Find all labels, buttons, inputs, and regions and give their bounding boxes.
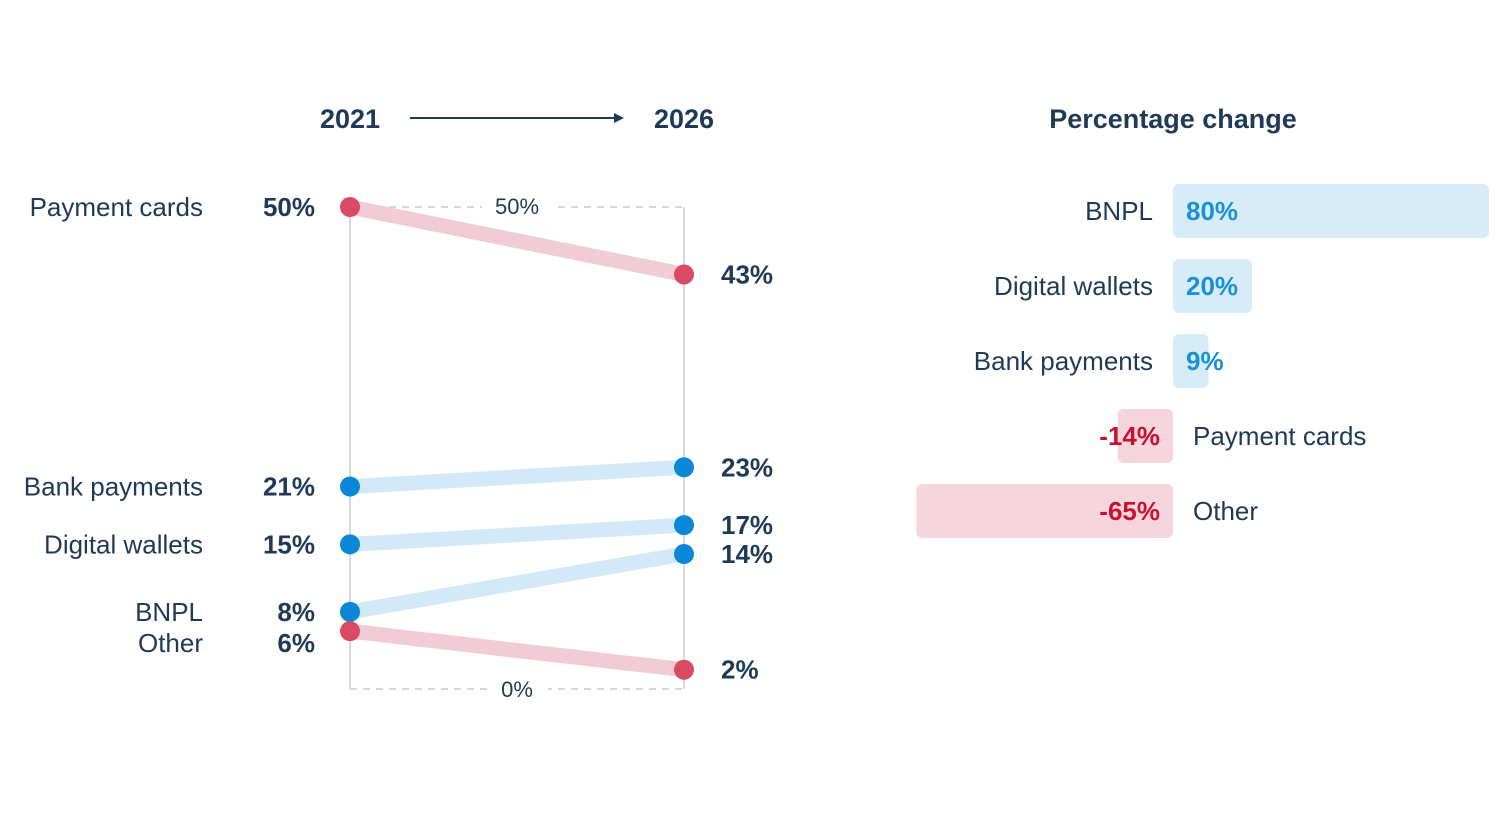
end-point <box>674 659 694 680</box>
bar-layer: BNPL 80% Digital wallets 20% Bank payments 9%… <box>916 184 1489 538</box>
change-bar <box>1173 184 1489 238</box>
change-category-label: BNPL <box>1085 196 1153 226</box>
change-bar <box>1173 259 1252 313</box>
start-point <box>340 534 360 555</box>
change-value-label: 9% <box>1186 346 1224 376</box>
change-value-label: -14% <box>1099 421 1160 451</box>
end-year-label: 2026 <box>654 104 714 134</box>
change-category-label: Digital wallets <box>994 271 1153 301</box>
start-value-label: 15% <box>263 529 315 559</box>
change-value-label: 80% <box>1186 196 1238 226</box>
start-point <box>340 197 360 217</box>
series-label: Digital wallets <box>44 529 203 559</box>
end-point <box>674 457 694 478</box>
end-value-label: 23% <box>721 452 773 482</box>
change-value-label: 20% <box>1186 271 1238 301</box>
max-label-mask <box>482 190 552 222</box>
change-category-label: Other <box>1193 496 1258 526</box>
end-value-label: 17% <box>721 510 773 540</box>
start-value-label: 21% <box>263 472 315 502</box>
axis-max-label: 50% <box>495 194 539 219</box>
change-value-label: -65% <box>1099 496 1160 526</box>
start-point <box>340 601 360 622</box>
start-point <box>340 476 360 497</box>
change-category-label: Bank payments <box>974 346 1153 376</box>
series-label: BNPL <box>135 597 203 627</box>
slope-line <box>349 459 685 495</box>
end-value-label: 43% <box>721 259 773 289</box>
end-value-label: 14% <box>721 539 773 569</box>
end-point <box>674 544 694 565</box>
series-label: Other <box>138 628 203 658</box>
start-value-label: 8% <box>277 597 315 627</box>
slope-line <box>349 517 685 552</box>
percentage-change-title: Percentage change <box>1049 104 1297 134</box>
change-bar <box>1117 409 1173 463</box>
change-bar <box>916 484 1173 538</box>
change-category-label: Payment cards <box>1193 421 1366 451</box>
start-value-label: 50% <box>263 192 315 222</box>
slope-layer: Payment cards 50% 43% Bank payments 21% 23% Di… <box>24 192 773 685</box>
series-label: Bank payments <box>24 472 203 502</box>
change-bar <box>1173 334 1209 388</box>
axis-min-label: 0% <box>501 677 533 702</box>
start-point <box>340 621 360 642</box>
start-value-label: 6% <box>277 628 315 658</box>
slope-line <box>348 546 686 620</box>
end-point <box>674 515 694 536</box>
end-value-label: 2% <box>721 655 759 685</box>
slope-line <box>349 623 685 678</box>
series-label: Payment cards <box>30 192 203 222</box>
end-point <box>674 264 694 285</box>
min-label-mask <box>490 674 548 704</box>
start-year-label: 2021 <box>320 104 380 134</box>
slope-line <box>348 199 686 282</box>
